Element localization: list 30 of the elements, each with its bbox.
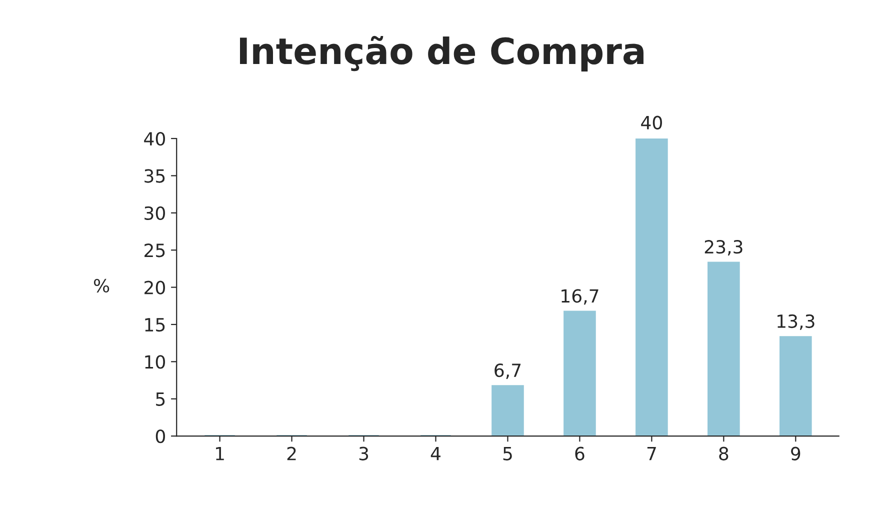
x-tick-label: 4 bbox=[430, 447, 440, 460]
data-label: 13,3 bbox=[778, 314, 814, 330]
y-tick-label: 15 bbox=[145, 318, 165, 332]
x-tick-label: 2 bbox=[287, 446, 296, 460]
y-tick-label: 0 bbox=[156, 430, 165, 444]
data-label: 40 bbox=[641, 116, 662, 130]
x-tick-label: 1 bbox=[216, 447, 224, 460]
bar bbox=[780, 336, 812, 436]
bar bbox=[636, 138, 668, 436]
x-tick-label: 8 bbox=[719, 446, 728, 460]
x-tick-label: 9 bbox=[791, 446, 800, 460]
y-tick-label: 5 bbox=[156, 392, 165, 406]
x-tick-label: 5 bbox=[503, 447, 512, 460]
y-tick-label: 25 bbox=[144, 244, 165, 258]
chart-title: Intenção de Compra bbox=[240, 36, 644, 72]
data-label: 16,7 bbox=[562, 289, 598, 305]
x-tick-label: 7 bbox=[647, 447, 656, 460]
y-tick-label: 35 bbox=[144, 169, 165, 183]
bar bbox=[492, 385, 524, 436]
data-label: 6,7 bbox=[494, 364, 521, 379]
x-tick-label: 3 bbox=[359, 446, 368, 460]
bar bbox=[564, 310, 596, 436]
y-tick-label: 40 bbox=[144, 132, 165, 146]
x-tick-label: 6 bbox=[575, 446, 584, 460]
y-tick-label: 10 bbox=[145, 355, 165, 369]
y-tick-label: 30 bbox=[144, 206, 165, 220]
bar bbox=[708, 262, 740, 436]
y-tick-label: 20 bbox=[144, 280, 165, 294]
y-axis-title: % bbox=[94, 278, 110, 293]
data-label: 23,3 bbox=[704, 240, 742, 256]
